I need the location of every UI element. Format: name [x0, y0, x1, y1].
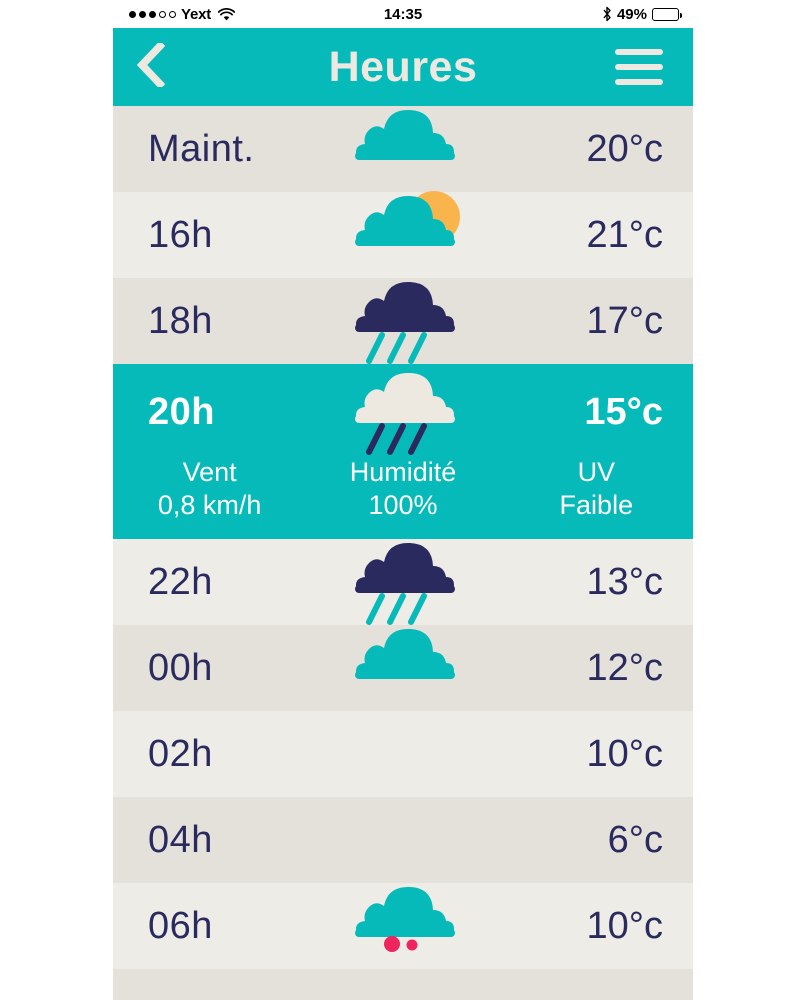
- weather-icon-cell: [283, 530, 518, 635]
- hour-label: 16h: [148, 213, 213, 256]
- hour-label: 02h: [148, 732, 213, 775]
- cloud-sun-icon: [336, 183, 466, 288]
- hour-label: 04h: [148, 818, 213, 861]
- hourly-row[interactable]: 18h 17°c: [113, 278, 693, 364]
- detail-value: 100%: [368, 489, 438, 520]
- temperature-label: 15°c: [584, 390, 663, 433]
- hour-label: 22h: [148, 560, 213, 603]
- temperature-label: 21°c: [586, 213, 663, 256]
- cloud-hail-icon: [336, 874, 466, 979]
- signal-strength-dots: [129, 10, 176, 18]
- status-bar: Yext 14:35 49%: [113, 0, 693, 28]
- cloud-rain-navy-icon: [336, 269, 466, 374]
- cloud-rain-cream-icon: [336, 360, 466, 465]
- temperature-label: 20°c: [586, 127, 663, 170]
- wifi-icon: [218, 7, 236, 21]
- hour-label: 18h: [148, 299, 213, 342]
- expanded-row-details: Vent 0,8 km/h Humidité 100% UV Faible: [113, 456, 693, 539]
- hourly-row[interactable]: Maint. 20°c: [113, 106, 693, 192]
- weather-icon-cell: [283, 97, 518, 202]
- hourly-row[interactable]: [113, 969, 693, 1000]
- hour-label: Maint.: [148, 127, 255, 170]
- status-bar-right: 49%: [602, 5, 682, 23]
- page-title: Heures: [328, 42, 478, 91]
- chevron-left-icon: [135, 40, 166, 92]
- cloud-teal-icon: [336, 97, 466, 202]
- weather-icon-cell: [283, 183, 518, 288]
- bluetooth-icon: [602, 6, 612, 22]
- hourly-row[interactable]: 16h 21°c: [113, 190, 693, 278]
- carrier-label: Yext: [181, 5, 212, 23]
- detail-label: Humidité: [349, 457, 457, 487]
- temperature-label: 6°c: [607, 818, 663, 861]
- detail-humidity: Humidité 100%: [306, 456, 499, 529]
- detail-value: Faible: [559, 489, 634, 520]
- hour-label: 00h: [148, 646, 213, 689]
- phone-screen: Yext 14:35 49%: [113, 0, 693, 1000]
- weather-icon-cell: [283, 616, 518, 721]
- hour-label: 06h: [148, 904, 213, 947]
- detail-uv: UV Faible: [500, 456, 693, 529]
- temperature-label: 13°c: [586, 560, 663, 603]
- temperature-label: 17°c: [586, 299, 663, 342]
- temperature-label: 12°c: [586, 646, 663, 689]
- back-button[interactable]: [113, 40, 187, 92]
- status-bar-left: Yext: [129, 5, 236, 23]
- hourly-row[interactable]: 06h 10°c: [113, 883, 693, 969]
- hourly-row[interactable]: 02h 10°c: [113, 711, 693, 797]
- battery-icon: [652, 7, 682, 21]
- battery-percent-label: 49%: [616, 5, 647, 23]
- hourly-forecast-list: Maint. 20°c 16h 21°c 18h 17°c 20h 15°c Vent 0,8 k…: [113, 106, 693, 1000]
- hourly-row[interactable]: 04h 6°c: [113, 797, 693, 883]
- detail-label: Vent: [182, 457, 237, 487]
- hourly-row-expanded[interactable]: 20h 15°c Vent 0,8 km/h Humidité 100% UV Faible: [113, 364, 693, 539]
- cloud-rain-navy-icon: [336, 530, 466, 635]
- hourly-row[interactable]: 22h 13°c: [113, 539, 693, 625]
- temperature-label: 10°c: [586, 732, 663, 775]
- temperature-label: 10°c: [586, 904, 663, 947]
- expanded-row-summary: 20h 15°c: [113, 368, 693, 456]
- hamburger-menu-icon[interactable]: [615, 49, 663, 85]
- detail-wind: Vent 0,8 km/h: [113, 456, 306, 529]
- detail-value: 0,8 km/h: [157, 489, 262, 520]
- weather-icon-cell: [283, 269, 518, 374]
- detail-label: UV: [577, 457, 616, 487]
- weather-icon-cell: [283, 874, 518, 979]
- nav-bar: Heures: [113, 28, 693, 106]
- hourly-row[interactable]: 00h 12°c: [113, 625, 693, 711]
- cloud-teal-icon: [336, 616, 466, 721]
- hour-label: 20h: [148, 390, 215, 433]
- weather-icon-cell: [283, 360, 518, 465]
